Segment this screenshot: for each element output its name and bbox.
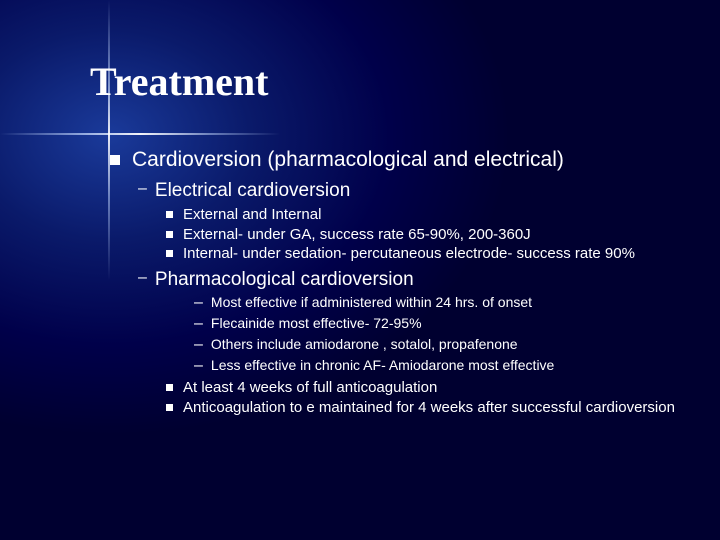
level3-item: Anticoagulation to e maintained for 4 we… xyxy=(166,398,680,418)
level4-list-b: – Most effective if administered within … xyxy=(194,293,680,376)
level4-item: – Others include amiodarone , sotalol, p… xyxy=(194,335,680,356)
dash-bullet-icon: – xyxy=(138,179,147,199)
level3-text: Anticoagulation to e maintained for 4 we… xyxy=(183,398,675,418)
level2-item: – Electrical cardioversion xyxy=(138,179,680,203)
dash-bullet-icon: – xyxy=(194,293,203,314)
level3-item: Internal- under sedation- percutaneous e… xyxy=(166,244,680,264)
slide-title: Treatment xyxy=(90,58,680,105)
slide-content: Treatment Cardioversion (pharmacological… xyxy=(0,0,720,540)
level3-list-a: External and Internal External- under GA… xyxy=(166,205,680,264)
level1-item: Cardioversion (pharmacological and elect… xyxy=(110,147,680,173)
level3-item: External and Internal xyxy=(166,205,680,225)
square-bullet-icon xyxy=(110,155,120,165)
square-bullet-icon xyxy=(166,384,173,391)
level4-text: Less effective in chronic AF- Amiodarone… xyxy=(211,356,554,374)
square-bullet-icon xyxy=(166,211,173,218)
level3-text: External and Internal xyxy=(183,205,321,225)
level4-item: – Flecainide most effective- 72-95% xyxy=(194,314,680,335)
level2-list-b: – Pharmacological cardioversion xyxy=(138,268,680,292)
dash-bullet-icon: – xyxy=(194,314,203,335)
level4-item: – Less effective in chronic AF- Amiodaro… xyxy=(194,356,680,377)
level4-item: – Most effective if administered within … xyxy=(194,293,680,314)
level3-list-c: At least 4 weeks of full anticoagulation… xyxy=(166,378,680,417)
level3-item: External- under GA, success rate 65-90%,… xyxy=(166,225,680,245)
level4-text: Most effective if administered within 24… xyxy=(211,293,532,311)
level4-text: Others include amiodarone , sotalol, pro… xyxy=(211,335,518,353)
dash-bullet-icon: – xyxy=(194,356,203,377)
level2-text: Electrical cardioversion xyxy=(155,179,350,203)
level2-item: – Pharmacological cardioversion xyxy=(138,268,680,292)
square-bullet-icon xyxy=(166,231,173,238)
level3-item: At least 4 weeks of full anticoagulation xyxy=(166,378,680,398)
square-bullet-icon xyxy=(166,250,173,257)
level1-list: Cardioversion (pharmacological and elect… xyxy=(110,147,680,173)
square-bullet-icon xyxy=(166,404,173,411)
level3-text: Internal- under sedation- percutaneous e… xyxy=(183,244,635,264)
level2-list-a: – Electrical cardioversion xyxy=(138,179,680,203)
dash-bullet-icon: – xyxy=(138,268,147,288)
level4-text: Flecainide most effective- 72-95% xyxy=(211,314,422,332)
level3-text: External- under GA, success rate 65-90%,… xyxy=(183,225,531,245)
level3-text: At least 4 weeks of full anticoagulation xyxy=(183,378,437,398)
level1-text: Cardioversion (pharmacological and elect… xyxy=(132,147,564,173)
level2-text: Pharmacological cardioversion xyxy=(155,268,414,292)
dash-bullet-icon: – xyxy=(194,335,203,356)
